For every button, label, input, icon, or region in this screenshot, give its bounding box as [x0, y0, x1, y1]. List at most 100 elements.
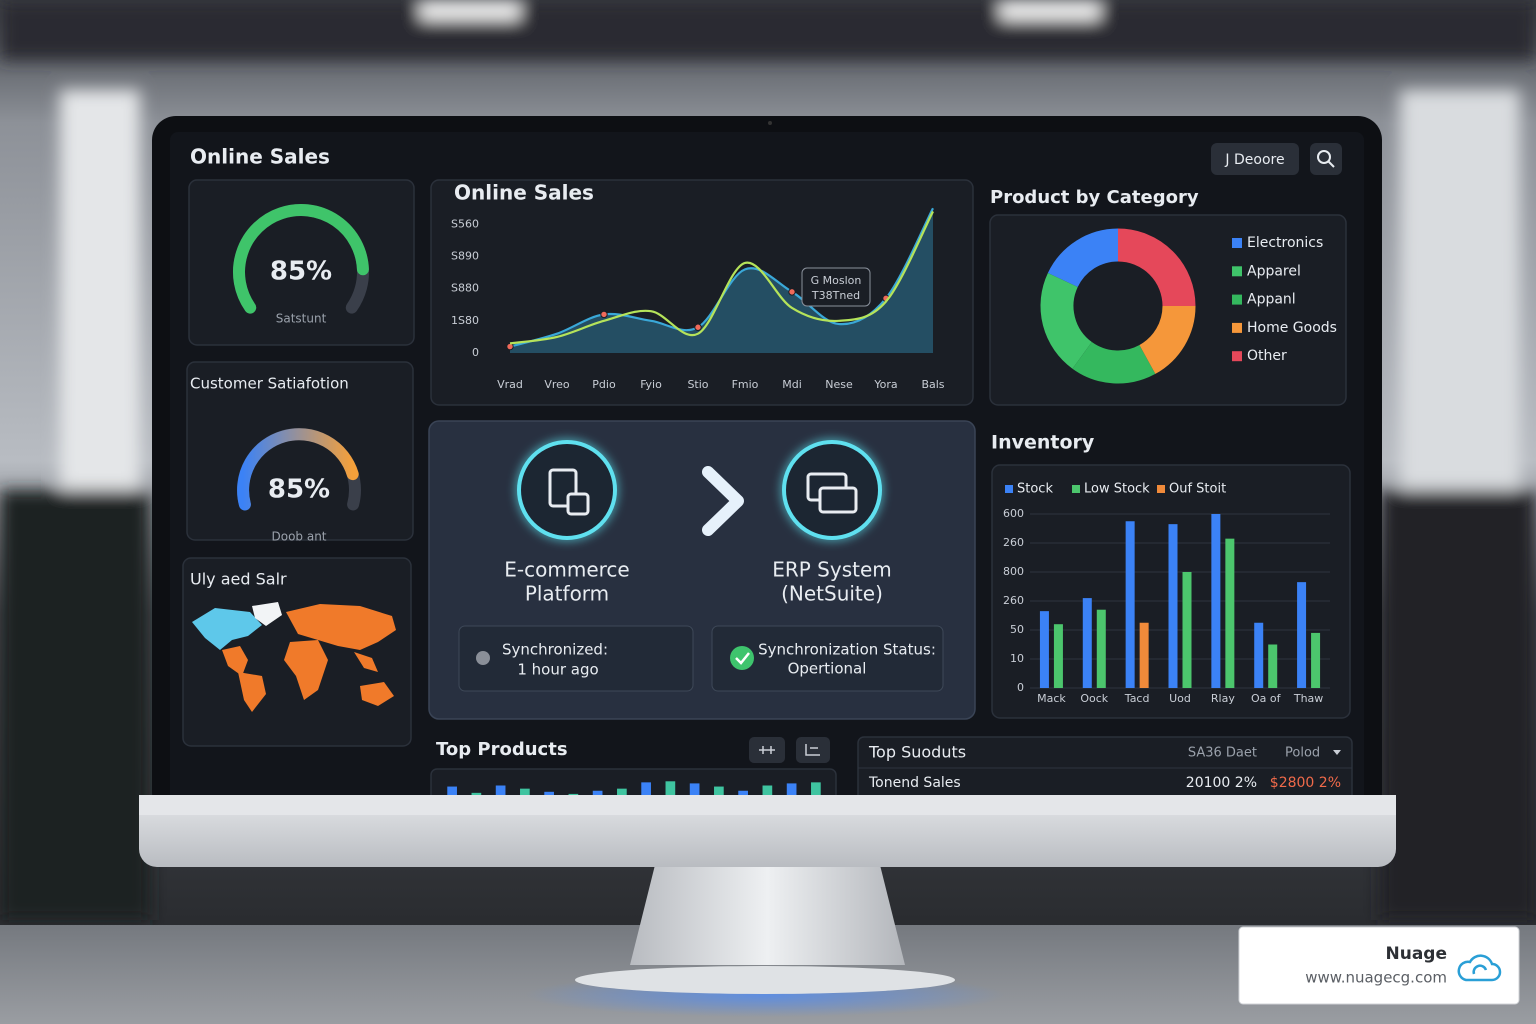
source-icon-ring: [517, 440, 617, 540]
legend-label: Apparel: [1247, 263, 1301, 279]
y-tick-label: 1S80: [451, 314, 479, 327]
tooltip: [801, 267, 871, 307]
status-box: [458, 625, 694, 692]
brand-logo: [1472, 964, 1488, 975]
ceiling-light: [420, 0, 520, 20]
table-column[interactable]: Polod: [1285, 746, 1320, 761]
source-icon: [548, 468, 578, 508]
gauge-title: Customer Satiafotion: [190, 375, 349, 393]
x-tick-label: Stio: [687, 378, 708, 391]
monitor-stand: [630, 865, 905, 965]
x-tick-label: Uod: [1169, 692, 1191, 705]
y-tick-label: 260: [1003, 594, 1024, 607]
point: [694, 323, 702, 331]
icon: [759, 746, 775, 754]
bar: [1211, 514, 1221, 688]
bar: [592, 790, 603, 796]
y-tick-label: 50: [1010, 623, 1024, 636]
x-tick-label: Pdio: [592, 378, 616, 391]
line-panel: [430, 179, 974, 406]
donut-segment: [1072, 341, 1156, 384]
ceiling-light: [1000, 0, 1100, 20]
bar: [1225, 538, 1235, 688]
legend-swatch: [1072, 485, 1080, 493]
camera: [768, 121, 772, 125]
point: [788, 288, 796, 296]
bar: [1311, 632, 1321, 688]
x-tick-label: Fmio: [732, 378, 759, 391]
legend-label: Ouf Stoit: [1169, 482, 1226, 497]
office-blur: [0, 0, 1536, 920]
x-tick-label: Tacd: [1124, 692, 1150, 705]
donut-segment: [1047, 228, 1119, 288]
y-tick-label: 260: [1003, 536, 1024, 549]
status-box: [711, 625, 944, 692]
x-tick-label: Vrad: [497, 378, 523, 391]
bar: [520, 788, 530, 796]
bar: [1039, 611, 1049, 688]
y-tick-label: S890: [451, 249, 479, 262]
bar: [1082, 598, 1092, 688]
ceiling: [0, 0, 1536, 60]
world-map: [192, 602, 396, 712]
map-greenland: [252, 602, 282, 626]
status-text: 1 hour ago: [517, 661, 598, 679]
monitor-chin-top: [139, 795, 1396, 815]
sync-arrow-head: [702, 466, 744, 536]
table-cell: $2800 2%: [1270, 775, 1341, 791]
legend-label: Home Goods: [1247, 320, 1337, 336]
x-tick-label: Nese: [825, 378, 853, 391]
search-button[interactable]: [1310, 143, 1342, 175]
map-asia-south: [354, 652, 378, 672]
search-icon: [1317, 150, 1331, 164]
icon-button[interactable]: [796, 737, 830, 763]
line: [509, 210, 934, 345]
donut-segment: [1138, 305, 1196, 374]
source-label: E-commerce: [504, 558, 629, 582]
status-check-mark: [735, 652, 750, 665]
x-tick-label: Oock: [1080, 692, 1108, 705]
target-icon: [818, 486, 858, 514]
legend-label: Appanl: [1247, 292, 1296, 308]
status-text: Opertional: [788, 660, 867, 678]
header-button[interactable]: [1211, 143, 1299, 175]
bar: [1096, 609, 1106, 688]
bar: [786, 783, 797, 796]
bar: [665, 781, 676, 796]
chair: [0, 490, 150, 920]
bar: [1125, 521, 1135, 688]
x-tick-label: Rlay: [1211, 692, 1235, 705]
bar: [762, 785, 773, 796]
bar: [811, 782, 821, 796]
status-text: Synchronized:: [502, 641, 608, 659]
tooltip-text: G Moslon: [811, 274, 862, 287]
legend-label: Other: [1247, 348, 1287, 364]
map-central-america: [222, 646, 248, 676]
chart-title: Inventory: [991, 432, 1095, 454]
bar: [617, 788, 627, 796]
bar: [471, 792, 482, 796]
map-africa: [284, 640, 328, 700]
bar: [1182, 572, 1192, 688]
legend-swatch: [1232, 351, 1242, 362]
point: [506, 342, 514, 351]
x-tick-label: Thaw: [1293, 692, 1323, 705]
window: [60, 90, 140, 510]
legend-swatch: [1157, 485, 1165, 493]
bar: [447, 786, 457, 796]
bar: [568, 793, 579, 796]
status-dot: [476, 651, 490, 665]
tooltip-text: T38Tned: [811, 289, 860, 302]
table-title: Top Suoduts: [868, 743, 966, 762]
charts: 85% Satstunt 85% Doob ant 0 1S80 S880 S890 S560 V…: [233, 204, 1337, 796]
dropdown-caret: [1333, 750, 1341, 755]
bar: [1168, 524, 1178, 688]
gauge-value-label: 85%: [270, 257, 332, 287]
y-tick-label: 0: [472, 346, 479, 359]
bar: [641, 782, 651, 796]
source-icon: [566, 492, 590, 516]
brand-url: www.nuagecg.com: [1305, 969, 1447, 987]
header-button-label[interactable]: J Deoore: [1224, 152, 1284, 168]
brand-logo: [1457, 954, 1502, 982]
legend-swatch: [1005, 485, 1013, 493]
